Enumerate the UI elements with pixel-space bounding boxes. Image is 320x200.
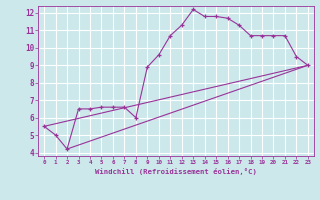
X-axis label: Windchill (Refroidissement éolien,°C): Windchill (Refroidissement éolien,°C) bbox=[95, 168, 257, 175]
